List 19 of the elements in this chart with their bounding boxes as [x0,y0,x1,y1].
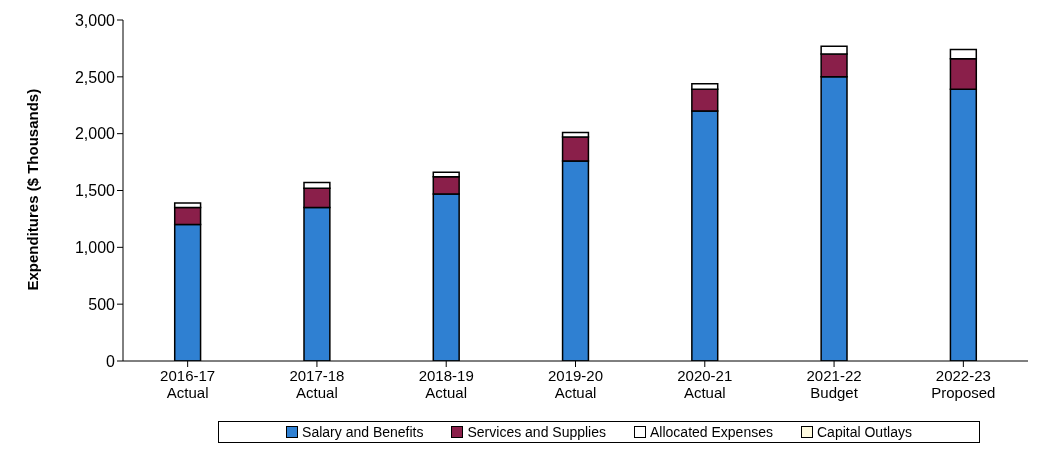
y-tick-label: 1,500 [74,182,116,200]
x-tick-label: 2017-18 Actual [289,367,345,401]
y-tick-label: 2,500 [74,68,116,86]
y-tick-label: 1,000 [74,239,116,257]
x-tick-label: 2016-17 Actual [160,367,216,401]
y-tick-label: 0 [106,352,116,370]
y-tick-label: 2,000 [74,125,116,143]
y-axis-title: Expenditures ($ Thousands) [24,88,42,291]
y-tick-label: 500 [88,295,116,313]
x-tick-label: 2018-19 Actual [418,367,474,401]
legend-label: Capital Outlays [816,424,912,440]
x-tick-label: 2020-21 Actual [677,367,733,401]
legend-label: Salary and Benefits [301,424,424,440]
x-tick-label: 2019-20 Actual [547,367,604,401]
legend-label: Allocated Expenses [649,424,773,440]
x-tick-label: 2021-22 Budget [806,367,862,401]
legend-label: Services and Supplies [466,424,607,440]
x-tick-label: 2022-23 Proposed [931,367,996,401]
y-tick-label: 3,000 [74,11,116,29]
